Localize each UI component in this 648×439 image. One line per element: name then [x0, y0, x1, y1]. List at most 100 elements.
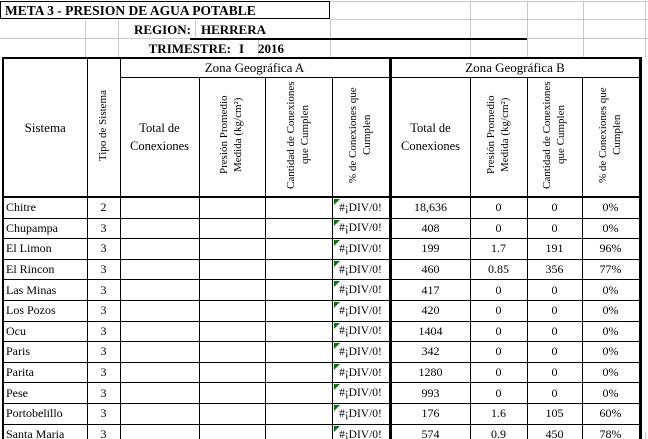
- zone-b-header[interactable]: Zona Geográfica B: [388, 57, 642, 78]
- cell-zone-b-pct[interactable]: 78%: [581, 423, 642, 439]
- cell-tipo-de-sistema[interactable]: 3: [86, 382, 121, 404]
- cell-zone-a-pct[interactable]: #¡DIV/0!: [331, 258, 391, 281]
- cell-zone-b-cantidad[interactable]: 105: [526, 402, 583, 425]
- cell-sistema[interactable]: Ocu: [2, 320, 88, 343]
- cell-zone-b-pct[interactable]: 96%: [581, 238, 642, 260]
- cell-zone-a-presion[interactable]: [198, 299, 266, 322]
- cell-sistema[interactable]: El Rincon: [2, 258, 88, 281]
- cell-zone-b-pct[interactable]: 0%: [581, 320, 642, 343]
- cell-zone-b-total[interactable]: 1280: [388, 361, 471, 384]
- cell-tipo-de-sistema[interactable]: 3: [86, 258, 121, 281]
- column-header-total-b[interactable]: Total de Conexiones: [388, 77, 471, 198]
- cell-zone-b-presion[interactable]: 0: [469, 299, 528, 322]
- cell-zone-a-total[interactable]: [119, 341, 200, 363]
- column-header-presion-b[interactable]: Presión Promedio Medida (kg/cm²): [469, 77, 528, 198]
- cell-zone-b-pct[interactable]: 0%: [581, 217, 642, 240]
- cell-zone-a-cantidad[interactable]: [264, 258, 333, 281]
- column-header-presion-a[interactable]: Presión Promedio Medida (kg/cm²): [198, 77, 266, 198]
- cell-zone-a-presion[interactable]: [198, 361, 266, 384]
- cell-sistema[interactable]: Santa Maria: [2, 423, 88, 439]
- cell-zone-a-pct[interactable]: #¡DIV/0!: [331, 299, 391, 322]
- cell-zone-b-total[interactable]: 417: [388, 279, 471, 301]
- cell-zone-b-total[interactable]: 574: [388, 423, 471, 439]
- cell-zone-a-total[interactable]: [119, 320, 200, 343]
- cell-zone-b-presion[interactable]: 0: [469, 196, 528, 219]
- cell-zone-a-total[interactable]: [119, 361, 200, 384]
- trimestre-year[interactable]: 2016: [258, 41, 284, 56]
- cell-zone-a-total[interactable]: [119, 402, 200, 425]
- region-label[interactable]: REGION:: [133, 22, 191, 37]
- cell-zone-b-total[interactable]: 993: [388, 382, 471, 404]
- cell-zone-b-total[interactable]: 1404: [388, 320, 471, 343]
- cell-tipo-de-sistema[interactable]: 3: [86, 299, 121, 322]
- cell-sistema[interactable]: El Limon: [2, 238, 88, 260]
- cell-sistema[interactable]: Parita: [2, 361, 88, 384]
- cell-zone-b-cantidad[interactable]: 0: [526, 217, 583, 240]
- cell-zone-a-presion[interactable]: [198, 341, 266, 363]
- column-header-pct-b[interactable]: % de Conexiones que Cumplen: [581, 77, 642, 198]
- cell-zone-a-pct[interactable]: #¡DIV/0!: [331, 217, 391, 240]
- cell-zone-a-presion[interactable]: [198, 217, 266, 240]
- cell-zone-b-cantidad[interactable]: 450: [526, 423, 583, 439]
- cell-zone-a-pct[interactable]: #¡DIV/0!: [331, 279, 391, 301]
- cell-zone-b-pct[interactable]: 0%: [581, 279, 642, 301]
- cell-sistema[interactable]: Chupampa: [2, 217, 88, 240]
- cell-zone-b-cantidad[interactable]: 0: [526, 361, 583, 384]
- cell-zone-b-presion[interactable]: 0.9: [469, 423, 528, 439]
- cell-sistema[interactable]: Portobelillo: [2, 402, 88, 425]
- cell-sistema[interactable]: Los Pozos: [2, 299, 88, 322]
- cell-zone-b-total[interactable]: 460: [388, 258, 471, 281]
- cell-zone-b-cantidad[interactable]: 0: [526, 341, 583, 363]
- cell-zone-b-cantidad[interactable]: 0: [526, 382, 583, 404]
- cell-zone-a-pct[interactable]: #¡DIV/0!: [331, 361, 391, 384]
- cell-zone-b-cantidad[interactable]: 0: [526, 196, 583, 219]
- cell-zone-a-total[interactable]: [119, 217, 200, 240]
- cell-zone-a-presion[interactable]: [198, 423, 266, 439]
- cell-sistema[interactable]: Chitre: [2, 196, 88, 219]
- cell-zone-a-cantidad[interactable]: [264, 196, 333, 219]
- cell-zone-b-pct[interactable]: 77%: [581, 258, 642, 281]
- cell-zone-a-cantidad[interactable]: [264, 341, 333, 363]
- cell-zone-b-pct[interactable]: 0%: [581, 196, 642, 219]
- cell-zone-b-presion[interactable]: 0: [469, 217, 528, 240]
- cell-zone-a-presion[interactable]: [198, 279, 266, 301]
- sheet-title[interactable]: META 3 - PRESION DE AGUA POTABLE: [5, 3, 256, 18]
- cell-tipo-de-sistema[interactable]: 3: [86, 217, 121, 240]
- cell-zone-b-cantidad[interactable]: 0: [526, 320, 583, 343]
- cell-zone-b-cantidad[interactable]: 0: [526, 279, 583, 301]
- cell-zone-b-presion[interactable]: 0: [469, 382, 528, 404]
- cell-zone-b-presion[interactable]: 0: [469, 320, 528, 343]
- cell-zone-a-cantidad[interactable]: [264, 382, 333, 404]
- cell-zone-b-presion[interactable]: 0: [469, 279, 528, 301]
- column-header-cantidad-b[interactable]: Cantidad de Conexiones que Cumplen: [526, 77, 583, 198]
- cell-zone-b-cantidad[interactable]: 356: [526, 258, 583, 281]
- cell-zone-b-total[interactable]: 408: [388, 217, 471, 240]
- cell-zone-a-presion[interactable]: [198, 196, 266, 219]
- zone-a-header[interactable]: Zona Geográfica A: [119, 57, 391, 78]
- cell-zone-a-cantidad[interactable]: [264, 299, 333, 322]
- cell-tipo-de-sistema[interactable]: 3: [86, 361, 121, 384]
- cell-tipo-de-sistema[interactable]: 3: [86, 402, 121, 425]
- trimestre-label[interactable]: TRIMESTRE:: [148, 41, 231, 56]
- column-header-sistema[interactable]: Sistema: [2, 57, 88, 198]
- cell-zone-a-pct[interactable]: #¡DIV/0!: [331, 196, 391, 219]
- cell-zone-b-total[interactable]: 18,636: [388, 196, 471, 219]
- cell-zone-a-pct[interactable]: #¡DIV/0!: [331, 382, 391, 404]
- cell-zone-b-pct[interactable]: 0%: [581, 299, 642, 322]
- region-value[interactable]: HERRERA: [201, 22, 267, 37]
- cell-zone-a-total[interactable]: [119, 279, 200, 301]
- cell-zone-b-pct[interactable]: 0%: [581, 382, 642, 404]
- cell-zone-a-total[interactable]: [119, 382, 200, 404]
- cell-zone-a-cantidad[interactable]: [264, 320, 333, 343]
- cell-zone-b-presion[interactable]: 0: [469, 361, 528, 384]
- cell-zone-b-presion[interactable]: 0.85: [469, 258, 528, 281]
- cell-zone-a-cantidad[interactable]: [264, 217, 333, 240]
- cell-zone-a-presion[interactable]: [198, 320, 266, 343]
- cell-zone-a-pct[interactable]: #¡DIV/0!: [331, 402, 391, 425]
- cell-zone-a-total[interactable]: [119, 299, 200, 322]
- cell-zone-a-presion[interactable]: [198, 402, 266, 425]
- cell-zone-a-total[interactable]: [119, 196, 200, 219]
- cell-tipo-de-sistema[interactable]: 2: [86, 196, 121, 219]
- cell-zone-a-total[interactable]: [119, 423, 200, 439]
- cell-zone-b-total[interactable]: 199: [388, 238, 471, 260]
